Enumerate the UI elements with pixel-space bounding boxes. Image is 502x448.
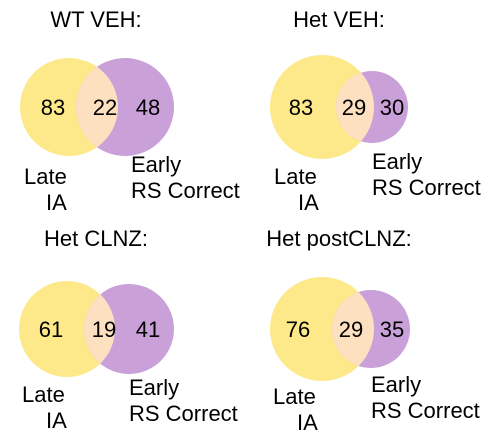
set-a-only-count: 83 [289,95,313,120]
set-b-label-line1: Early [129,375,179,400]
overlap-region [76,58,118,156]
panel-title: WT VEH: [50,7,141,32]
set-b-only-count: 30 [380,95,404,120]
set-b-label-line2: RS Correct [131,178,240,203]
set-b-label-line2: RS Correct [371,398,480,423]
overlap-region [336,71,374,143]
set-b-only-count: 41 [136,317,160,342]
set-b-label-line2: RS Correct [129,401,238,426]
set-b-only-count: 48 [136,95,160,120]
set-a-only-count: 83 [41,95,65,120]
set-a-label-line2: IA [297,410,318,435]
venn-panel-het-clnz: Het CLNZ: 61 19 41 Late IA Early RS Corr… [19,226,238,433]
venn-panel-het-veh: Het VEH: 83 29 30 Late IA Early RS Corre… [270,7,481,215]
overlap-region [332,290,374,368]
venn-panel-wt-veh: WT VEH: 83 22 48 Late IA Early RS Correc… [20,7,240,215]
set-a-only-count: 76 [286,317,310,342]
set-a-label-line1: Late [273,384,316,409]
overlap-count: 19 [92,317,116,342]
set-a-label-line2: IA [46,190,67,215]
overlap-region [84,284,115,374]
panel-title: Het postCLNZ: [266,226,412,251]
set-a-only-count: 61 [39,317,63,342]
set-a-label-line1: Late [274,164,317,189]
venn-panel-het-postclnz: Het postCLNZ: 76 29 35 Late IA Early RS … [266,226,480,435]
panel-title: Het VEH: [293,7,385,32]
set-b-label-line2: RS Correct [372,175,481,200]
set-a-label-line1: Late [24,164,67,189]
overlap-count: 29 [339,317,363,342]
set-b-label-line1: Early [371,372,421,397]
set-b-label-line1: Early [372,149,422,174]
set-a-label-line2: IA [298,190,319,215]
overlap-count: 29 [342,95,366,120]
set-a-label-line1: Late [22,382,65,407]
overlap-count: 22 [93,95,117,120]
set-b-label-line1: Early [131,152,181,177]
set-b-only-count: 35 [380,317,404,342]
set-a-label-line2: IA [46,408,67,433]
panel-title: Het CLNZ: [44,226,148,251]
